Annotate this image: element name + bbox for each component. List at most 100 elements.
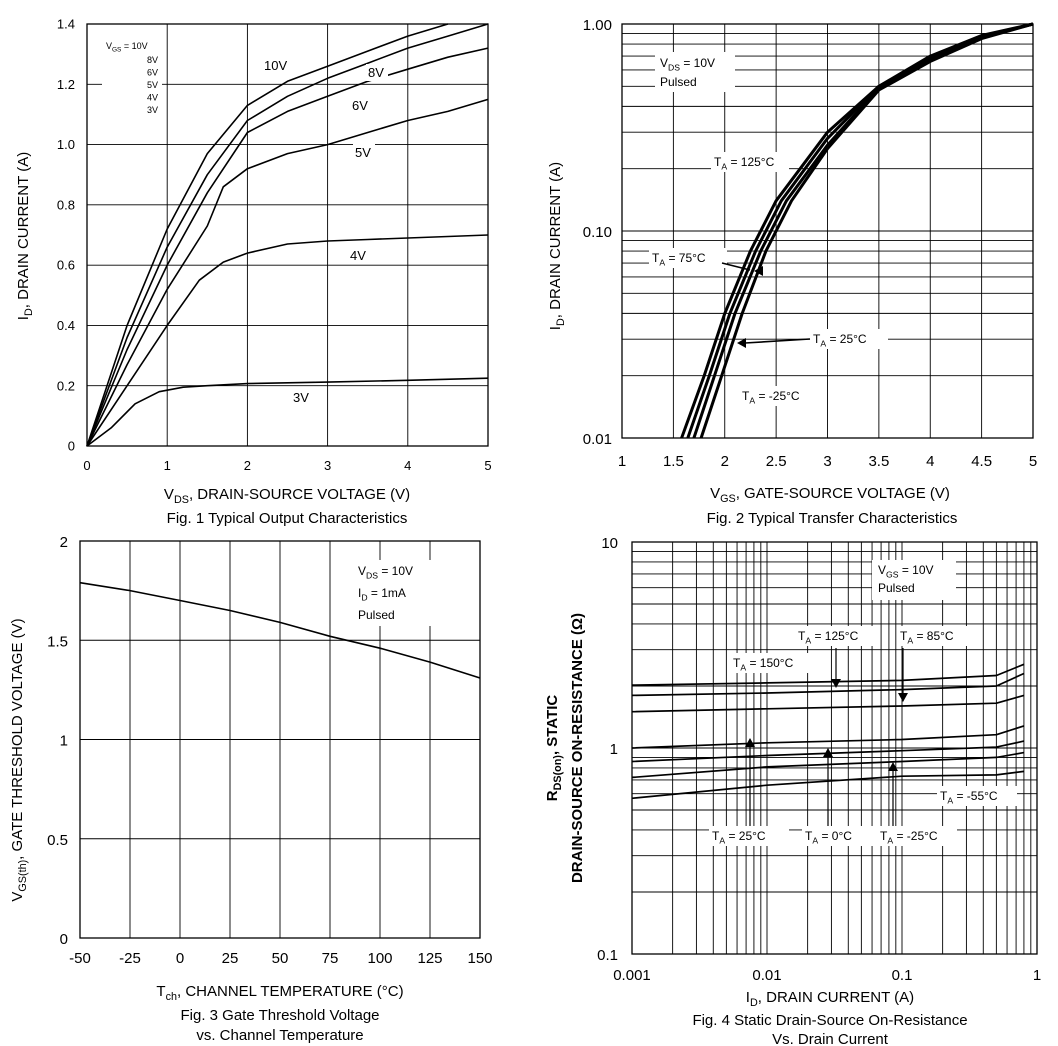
fig2-notes-bg bbox=[655, 52, 735, 92]
fig4-series-line-2 bbox=[631, 694, 1025, 713]
fig3-title-line2: vs. Channel Temperature bbox=[196, 1027, 363, 1044]
fig2-curve-label-bg bbox=[649, 248, 727, 268]
fig3-note-id: ID​ = 1mA bbox=[358, 586, 406, 602]
fig1-y-tick-label: 1.4 bbox=[57, 17, 75, 32]
fig1-y-tick-label: 0.2 bbox=[57, 378, 75, 393]
fig4-series-line-3 bbox=[631, 725, 1025, 749]
fig2-note-pulsed: Pulsed bbox=[660, 75, 697, 89]
fig2-y-tick-label: 0.10 bbox=[583, 224, 612, 241]
fig1-legend-entry: 4V bbox=[147, 93, 158, 103]
fig2-curve-label: TA​ = 25°C bbox=[813, 332, 867, 348]
fig2-y-axis-label: ID​, DRAIN CURRENT (A) bbox=[547, 162, 567, 330]
fig1-x-tick-label: 4 bbox=[404, 458, 411, 473]
fig4-curve-label-bg bbox=[730, 653, 810, 673]
fig1-curve-label-bg bbox=[262, 57, 292, 74]
fig2-curve-label: TA​ = 75°C bbox=[652, 251, 706, 267]
fig4-arrow-m25-head bbox=[888, 762, 898, 771]
fig2-transfer-characteristics: 1 1.5 2 2.5 3 3.5 4 4.5 5 0.01 0.10 1.00 VDS​ = 10V P… bbox=[547, 17, 1037, 527]
fig2-title: Fig. 2 Typical Transfer Characteristics bbox=[707, 510, 958, 527]
fig1-x-tick-label: 1 bbox=[164, 458, 171, 473]
fig4-curve-label-bg bbox=[709, 826, 789, 846]
fig2-x-tick-label: 1.5 bbox=[663, 453, 684, 470]
fig1-legend-entry: 3V bbox=[147, 105, 158, 115]
fig3-note-pulsed: Pulsed bbox=[358, 608, 395, 622]
fig3-y-tick-label: 1.5 bbox=[47, 633, 68, 650]
fig2-arrow-75-head bbox=[754, 266, 763, 276]
fig4-note-pulsed: Pulsed bbox=[878, 581, 915, 595]
fig1-curve-label: 4V bbox=[350, 248, 366, 263]
fig1-x-axis-label: VDS​, DRAIN-SOURCE VOLTAGE (V) bbox=[164, 486, 410, 506]
fig4-curve-label-bg bbox=[877, 826, 957, 846]
fig4-title: Fig. 4 Static Drain-Source On-Resistance bbox=[692, 1012, 967, 1029]
fig2-x-tick-label: 4 bbox=[926, 453, 934, 470]
fig2-y-tick-label: 1.00 bbox=[583, 17, 612, 34]
fig4-x-tick-label: 0.01 bbox=[752, 967, 781, 984]
fig1-y-tick-label: 0.8 bbox=[57, 197, 75, 212]
fig3-x-tick-label: -25 bbox=[119, 950, 141, 967]
fig1-curve-label: 6V bbox=[352, 98, 368, 113]
fig4-y-tick-label: 0.1 bbox=[597, 947, 618, 964]
fig1-curve-label: 5V bbox=[355, 145, 371, 160]
fig4-series-line-6 bbox=[631, 770, 1025, 800]
fig1-y-tick-label: 1.2 bbox=[57, 77, 75, 92]
fig3-x-axis-label: Tch​, CHANNEL TEMPERATURE (°C) bbox=[156, 983, 403, 1003]
fig4-curve-label: TA​ = 85°C bbox=[900, 629, 954, 645]
fig4-curve-label: TA​ = 125°C bbox=[798, 629, 859, 645]
fig3-x-tick-label: 100 bbox=[367, 950, 392, 967]
fig4-on-resistance: 0.001 0.01 0.1 1 0.1 1 10 VGS​ = 10V Pulsed TA​ =… bbox=[544, 535, 1041, 1046]
fig2-x-tick-label: 5 bbox=[1029, 453, 1037, 470]
fig2-arrow-25-head bbox=[737, 338, 746, 348]
fig4-curve-label-bg bbox=[795, 626, 875, 646]
fig4-x-tick-label: 0.1 bbox=[892, 967, 913, 984]
fig1-title: Fig. 1 Typical Output Characteristics bbox=[167, 510, 408, 527]
fig3-y-tick-label: 0 bbox=[60, 931, 68, 948]
fig2-x-axis-label: VGS​, GATE-SOURCE VOLTAGE (V) bbox=[710, 485, 950, 505]
fig4-curve-label: TA​ = -55°C bbox=[940, 789, 998, 805]
fig2-series-line-0 bbox=[680, 22, 1034, 439]
fig1-y-tick-label: 0.4 bbox=[57, 318, 75, 333]
fig3-x-tick-label: -50 bbox=[69, 950, 91, 967]
fig1-x-tick-label: 5 bbox=[484, 458, 491, 473]
fig1-x-tick-label: 2 bbox=[244, 458, 251, 473]
fig3-y-tick-label: 0.5 bbox=[47, 832, 68, 849]
fig2-y-tick-label: 0.01 bbox=[583, 431, 612, 448]
fig4-series-line-4 bbox=[631, 740, 1025, 763]
fig4-series-line-0 bbox=[631, 663, 1025, 686]
fig1-legend-entry: 8V bbox=[147, 55, 158, 65]
fig1-curve-label-bg bbox=[353, 144, 375, 161]
fig4-series-line-5 bbox=[631, 751, 1025, 779]
fig2-note-vds: VDS​ = 10V bbox=[660, 56, 715, 72]
fig3-x-tick-label: 75 bbox=[322, 950, 339, 967]
fig1-y-tick-label: 0 bbox=[68, 439, 75, 454]
fig4-curve-label: TA​ = 25°C bbox=[712, 829, 766, 845]
fig1-curve-label: 3V bbox=[293, 390, 309, 405]
fig4-x-tick-label: 1 bbox=[1033, 967, 1041, 984]
fig2-arrow-25-line bbox=[744, 338, 811, 344]
fig1-legend-title: VGS​ = 10V bbox=[106, 41, 148, 54]
fig4-curve-label-bg bbox=[802, 826, 882, 846]
fig3-x-tick-label: 50 bbox=[272, 950, 289, 967]
fig2-arrow-75-line bbox=[721, 262, 751, 271]
fig4-y-axis-label-line2: DRAIN-SOURCE ON-RESISTANCE (Ω) bbox=[569, 613, 586, 883]
fig3-y-tick-label: 2 bbox=[60, 534, 68, 551]
fig4-arrow-25-head bbox=[745, 738, 755, 747]
fig4-arrow-85-head bbox=[898, 693, 908, 702]
fig2-curve-label: TA​ = 125°C bbox=[714, 155, 775, 171]
fig1-x-tick-label: 3 bbox=[324, 458, 331, 473]
fig1-curve-label: 10V bbox=[264, 58, 287, 73]
fig1-series-line-4 bbox=[86, 234, 489, 447]
fig3-notes-bg bbox=[352, 560, 432, 626]
fig1-legend-entry: 6V bbox=[147, 68, 158, 78]
fig2-curve-label: TA​ = -25°C bbox=[742, 389, 800, 405]
fig2-plot-frame bbox=[621, 23, 1034, 439]
fig3-gate-threshold: -50 -25 0 25 50 75 100 125 150 0 0.5 1 1.5 2 VDS​ = 10… bbox=[9, 534, 493, 1044]
fig4-arrow-0-head bbox=[823, 748, 833, 757]
fig1-curve-label-bg bbox=[350, 97, 372, 114]
fig4-title-line2: Vs. Drain Current bbox=[772, 1031, 889, 1046]
fig3-x-tick-label: 25 bbox=[222, 950, 239, 967]
fig1-series-line-1 bbox=[86, 23, 489, 447]
fig1-curve-label-bg bbox=[348, 247, 370, 264]
fig3-y-axis-label: VGS(th)​, GATE THRESHOLD VOLTAGE (V) bbox=[9, 618, 29, 901]
